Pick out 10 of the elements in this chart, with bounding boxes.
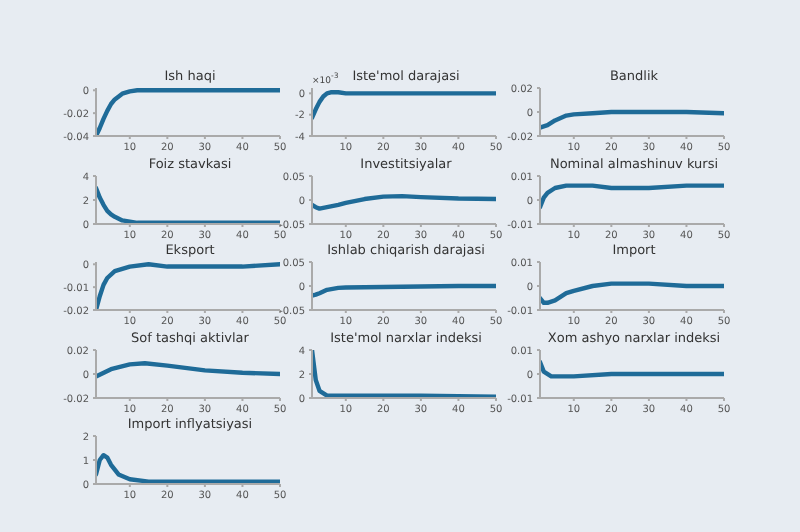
line-series (312, 349, 496, 397)
line-series (96, 360, 280, 378)
line-series (96, 262, 280, 310)
line-series (540, 358, 724, 378)
line-series (540, 182, 724, 209)
line-series (540, 109, 724, 130)
line-series (540, 281, 724, 305)
line-series (312, 90, 496, 121)
line-series (96, 88, 280, 136)
line-series (312, 192, 496, 210)
